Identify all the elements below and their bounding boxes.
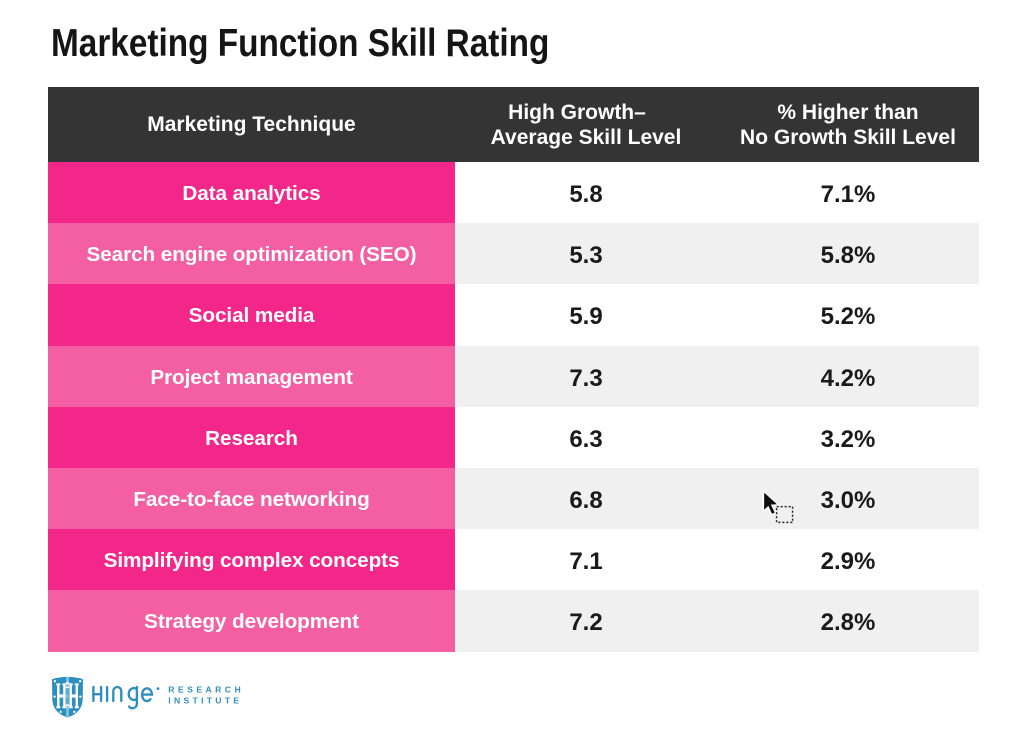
svg-text:INSTITUTE: INSTITUTE: [168, 696, 242, 706]
svg-text:RESEARCH: RESEARCH: [168, 685, 244, 695]
